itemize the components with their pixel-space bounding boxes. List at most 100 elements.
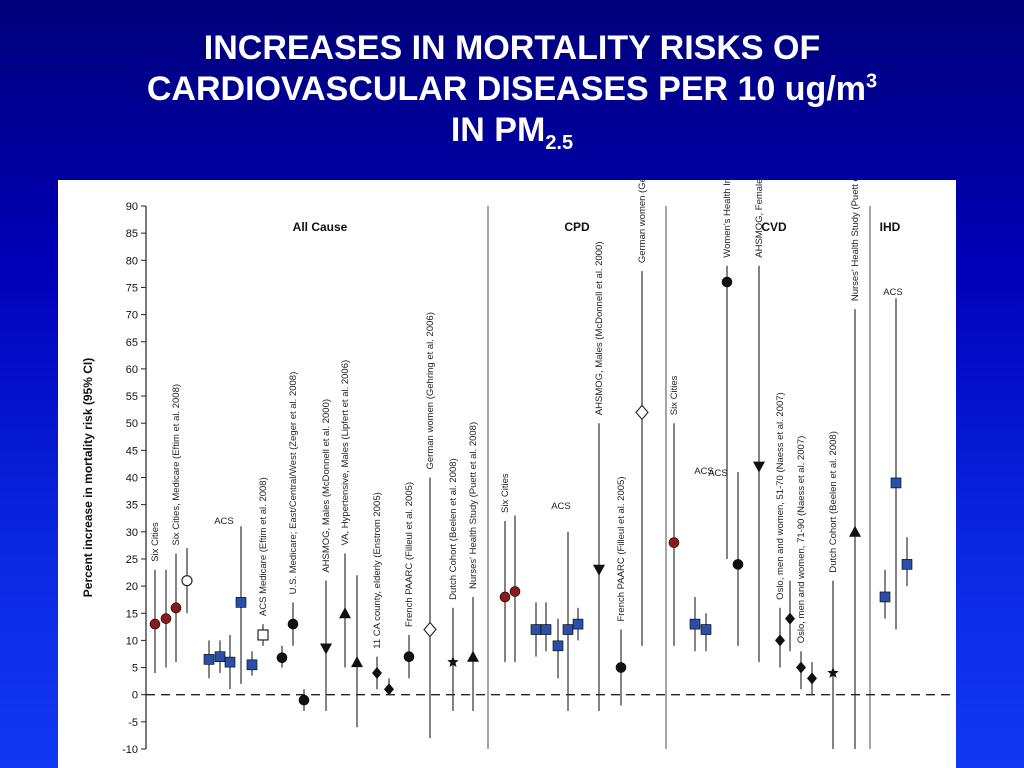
y-tick-label: 0 xyxy=(132,690,138,702)
point-marker xyxy=(372,666,382,679)
title-line-3-text: IN PM xyxy=(450,111,546,149)
study-label: VA, Hypertensive, Males (Lipfert et al. … xyxy=(340,360,351,546)
group-label-acs: ACS xyxy=(883,287,903,298)
study-label: AHSMOG, Males (McDonnell et al. 2000) xyxy=(321,399,332,573)
point-marker xyxy=(224,656,236,668)
point-marker xyxy=(149,618,161,630)
group-label-acs: ACS xyxy=(214,516,234,527)
study-label: German women (Gehring et al. 2006) xyxy=(637,180,648,263)
y-tick-label: 40 xyxy=(126,473,138,485)
study-label: German women (Gehring et al. 2006) xyxy=(425,312,436,469)
point-marker xyxy=(775,634,785,647)
study-label: Dutch Cohort (Beelen et al. 2008) xyxy=(448,458,459,600)
study-label: Oslo, men and women, 51-70 (Naess et al.… xyxy=(775,392,786,600)
point-marker xyxy=(700,624,712,635)
point-marker xyxy=(901,559,913,570)
y-tick-label: 85 xyxy=(126,228,138,240)
point-marker xyxy=(351,656,363,668)
y-tick-label: 25 xyxy=(126,554,138,566)
point-marker xyxy=(384,683,394,696)
y-tick-label: 75 xyxy=(126,282,138,294)
y-tick-label: 30 xyxy=(126,527,138,539)
point-marker xyxy=(796,661,806,674)
title-line-2-text: CARDIOVASCULAR DISEASES PER 10 ug/m xyxy=(146,70,867,108)
y-tick-label: -10 xyxy=(122,744,138,756)
study-label: Oslo, men and women, 71-90 (Naess et al.… xyxy=(796,436,807,644)
point-marker xyxy=(181,575,193,587)
title-subscript: 2.5 xyxy=(545,131,574,154)
panel-label: IHD xyxy=(880,220,901,234)
y-tick-label: 65 xyxy=(126,337,138,349)
slide-title: INCREASES IN MORTALITY RISKS OF CARDIOVA… xyxy=(0,28,1024,154)
title-line-1: INCREASES IN MORTALITY RISKS OF xyxy=(203,29,821,67)
y-tick-label: 80 xyxy=(126,255,138,267)
point-marker xyxy=(235,597,247,608)
study-label: U.S. Medicare; East/Central/West (Zeger … xyxy=(288,372,299,595)
study-label: Women's Health Initiative (Miller et al.… xyxy=(722,180,733,258)
y-tick-label: 50 xyxy=(126,418,138,430)
point-marker xyxy=(339,607,351,619)
point-marker xyxy=(668,537,680,548)
panel-label: CPD xyxy=(564,220,590,234)
point-marker xyxy=(509,586,521,597)
point-marker xyxy=(298,694,310,706)
group-label-acs: ACS xyxy=(694,466,714,477)
chart-panel: -10 -5 0 5 10 15 20 25 30 35 40 45 50 55 60 65 70 75 80 85 9… xyxy=(58,180,956,768)
point-marker xyxy=(721,276,733,288)
y-tick-label: 45 xyxy=(126,445,138,457)
study-label: Six Cities xyxy=(150,522,161,562)
study-label: Dutch Cohort (Beelen et al. 2008) xyxy=(828,431,839,573)
point-marker xyxy=(403,651,415,662)
y-tick-label: 20 xyxy=(126,581,138,593)
point-marker xyxy=(753,461,765,473)
point-marker xyxy=(287,618,299,630)
point-marker xyxy=(214,651,226,662)
study-label: Six Cities, Medicare (Eftim et al. 2008) xyxy=(171,384,182,546)
study-label: Six Cities xyxy=(669,375,680,415)
study-label: Six Cities xyxy=(500,473,511,513)
y-tick-label: 55 xyxy=(126,391,138,403)
point-marker xyxy=(879,591,891,603)
y-tick-label: 35 xyxy=(126,500,138,512)
group-label-acs: ACS xyxy=(551,501,571,512)
study-label: Nurses' Health Study (Puett et al. 2008) xyxy=(468,422,479,589)
study-label: ACS Medicare (Eftim et al. 2008) xyxy=(258,477,269,616)
forest-plot: -10 -5 0 5 10 15 20 25 30 35 40 45 50 55 60 65 70 75 80 85 9… xyxy=(81,180,954,756)
point-marker xyxy=(540,624,552,635)
y-axis-title: Percent increase in mortality risk (95% … xyxy=(81,358,95,597)
title-line-3: IN PM2.5 xyxy=(0,110,1024,154)
title-superscript: 3 xyxy=(866,70,878,93)
point-marker xyxy=(849,525,861,537)
y-tick-label: 70 xyxy=(126,310,138,322)
point-marker xyxy=(562,624,574,635)
y-tick-label: 60 xyxy=(126,364,138,376)
point-marker xyxy=(785,612,795,625)
study-label: Nurses' Health Study (Puett et al. 2008) xyxy=(850,180,861,301)
point-marker xyxy=(447,656,459,667)
y-tick-label: 5 xyxy=(132,663,138,675)
study-label: 11 CA county, elderly (Enstrom 2005) xyxy=(372,492,383,648)
point-marker xyxy=(615,662,627,673)
study-label: French PAARC (Filleul et al. 2005) xyxy=(616,477,627,622)
y-tick-label: 15 xyxy=(126,608,138,620)
point-marker xyxy=(276,652,288,664)
point-marker xyxy=(246,659,258,671)
point-marker xyxy=(170,602,182,614)
y-tick-label: 10 xyxy=(126,635,138,647)
point-marker xyxy=(257,629,269,641)
point-marker xyxy=(827,667,839,678)
study-label: AHSMOG, Female (Chen et al. 2005) xyxy=(754,180,765,258)
point-marker xyxy=(530,624,542,635)
point-marker xyxy=(160,613,172,624)
point-marker xyxy=(689,618,701,630)
group-label-acs: ACS xyxy=(708,468,728,479)
point-marker xyxy=(423,621,437,638)
study-label: AHSMOG, Males (McDonnell et al. 2000) xyxy=(594,241,605,415)
study-label: French PAARC (Filleul et al. 2005) xyxy=(404,482,415,627)
point-marker xyxy=(467,650,479,662)
point-marker xyxy=(499,591,511,603)
point-marker xyxy=(890,477,902,489)
point-marker xyxy=(572,618,584,630)
panel-label: All Cause xyxy=(293,220,348,234)
point-marker xyxy=(807,672,817,685)
